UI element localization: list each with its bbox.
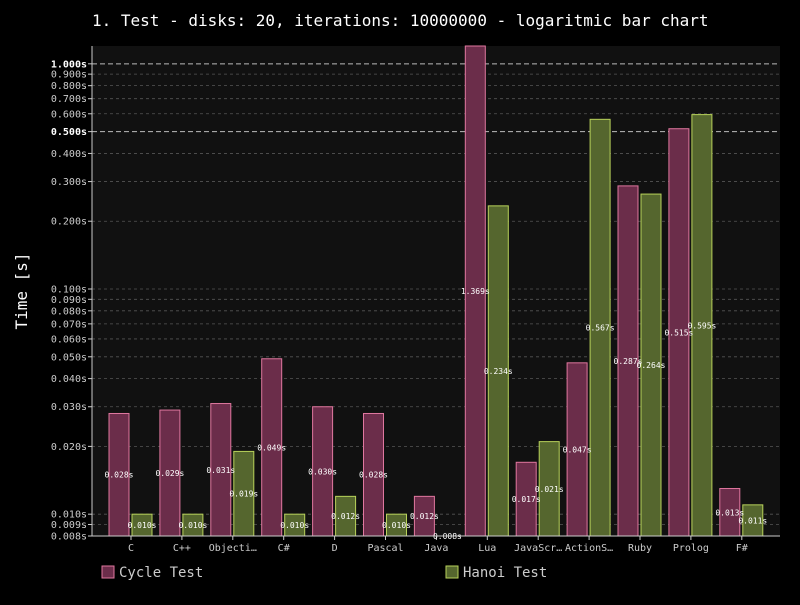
data-label-hanoi-2: 0.019s — [229, 490, 258, 499]
data-label-hanoi-10: 0.264s — [637, 361, 666, 370]
grid-lines — [92, 63, 780, 537]
y-tick-label-18: 0.800s — [51, 81, 87, 92]
data-labels: 0.028s 0.010s 0.029s 0.010s 0.031s 0.019s 0.04… — [105, 287, 768, 541]
y-axis-label: Time [s] — [12, 252, 31, 329]
data-label-cycle-7: 1.369s — [461, 287, 490, 296]
x-tick-label-5: Pascal — [367, 543, 403, 554]
legend-label-0: Cycle Test — [119, 565, 203, 581]
x-tick-label-10: Ruby — [628, 543, 652, 554]
data-label-cycle-9: 0.047s — [563, 445, 592, 454]
y-tick-label-20: 1.000s — [51, 59, 87, 70]
y-tick-label-13: 0.300s — [51, 177, 87, 188]
x-tick-label-1: C++ — [173, 543, 191, 554]
y-tick-label-10: 0.090s — [51, 295, 87, 306]
data-label-hanoi-4: 0.012s — [331, 512, 360, 521]
x-tick-label-11: Prolog — [673, 543, 709, 554]
y-tick-label-7: 0.060s — [51, 334, 87, 345]
bars — [108, 45, 764, 537]
x-tick-label-0: C — [128, 543, 134, 554]
x-tick-label-2: Objecti… — [209, 543, 257, 554]
x-tick-label-12: F# — [736, 543, 748, 554]
legend-swatch-0 — [101, 565, 115, 579]
y-tick-label-14: 0.400s — [51, 149, 87, 160]
data-label-hanoi-12: 0.011s — [738, 516, 767, 525]
data-label-hanoi-1: 0.010s — [178, 521, 207, 530]
data-label-cycle-5: 0.028s — [359, 471, 388, 480]
data-label-cycle-12: 0.013s — [715, 508, 744, 517]
x-tick-label-6: Java — [424, 543, 448, 554]
y-tick-label-8: 0.070s — [51, 319, 87, 330]
data-label-hanoi-5: 0.010s — [382, 521, 411, 530]
y-tick-label-4: 0.030s — [51, 402, 87, 413]
data-label-cycle-10: 0.287s — [614, 357, 643, 366]
y-tick-label-16: 0.600s — [51, 109, 87, 120]
legend-label-1: Hanoi Test — [463, 565, 547, 581]
data-label-cycle-11: 0.515s — [664, 328, 693, 337]
y-tick-label-6: 0.050s — [51, 352, 87, 363]
x-tick-labels: C C++ Objecti… C# D Pascal Java Lua JavaScr… Acti… — [128, 536, 748, 554]
data-label-cycle-1: 0.029s — [155, 469, 184, 478]
data-label-cycle-2: 0.031s — [206, 466, 235, 475]
y-tick-label-2: 0.010s — [51, 510, 87, 521]
data-label-cycle-6: 0.012s — [410, 512, 439, 521]
y-tick-label-15: 0.500s — [51, 127, 87, 138]
y-tick-label-17: 0.700s — [51, 94, 87, 105]
y-tick-label-3: 0.020s — [51, 442, 87, 453]
x-tick-label-9: ActionS… — [565, 543, 613, 554]
data-label-cycle-4: 0.030s — [308, 467, 337, 476]
plot-area — [92, 46, 780, 536]
x-tick-label-7: Lua — [478, 543, 496, 554]
data-label-hanoi-8: 0.021s — [535, 485, 564, 494]
data-label-cycle-0: 0.028s — [105, 471, 134, 480]
y-tick-label-0: 0.008s — [51, 532, 87, 543]
legend-swatch-1 — [445, 565, 459, 579]
y-tick-label-9: 0.080s — [51, 306, 87, 317]
x-tick-label-3: C# — [278, 543, 290, 554]
x-tick-label-8: JavaScr… — [514, 543, 562, 554]
data-label-hanoi-0: 0.010s — [128, 521, 157, 530]
data-label-cycle-3: 0.049s — [257, 443, 286, 452]
data-label-cycle-8: 0.017s — [512, 495, 541, 504]
y-tick-label-11: 0.100s — [51, 285, 87, 296]
chart-title: 1. Test - disks: 20, iterations: 1000000… — [92, 11, 709, 30]
legend: Cycle Test Hanoi Test — [101, 565, 547, 581]
data-label-hanoi-3: 0.010s — [280, 521, 309, 530]
y-tick-label-5: 0.040s — [51, 374, 87, 385]
y-tick-label-1: 0.009s — [51, 520, 87, 531]
data-label-hanoi-7: 0.234s — [484, 367, 513, 376]
data-label-hanoi-11: 0.595s — [687, 321, 716, 330]
y-tick-label-19: 0.900s — [51, 70, 87, 81]
data-label-hanoi-9: 0.567s — [586, 324, 615, 333]
x-tick-label-4: D — [332, 543, 338, 554]
y-tick-label-12: 0.200s — [51, 217, 87, 228]
